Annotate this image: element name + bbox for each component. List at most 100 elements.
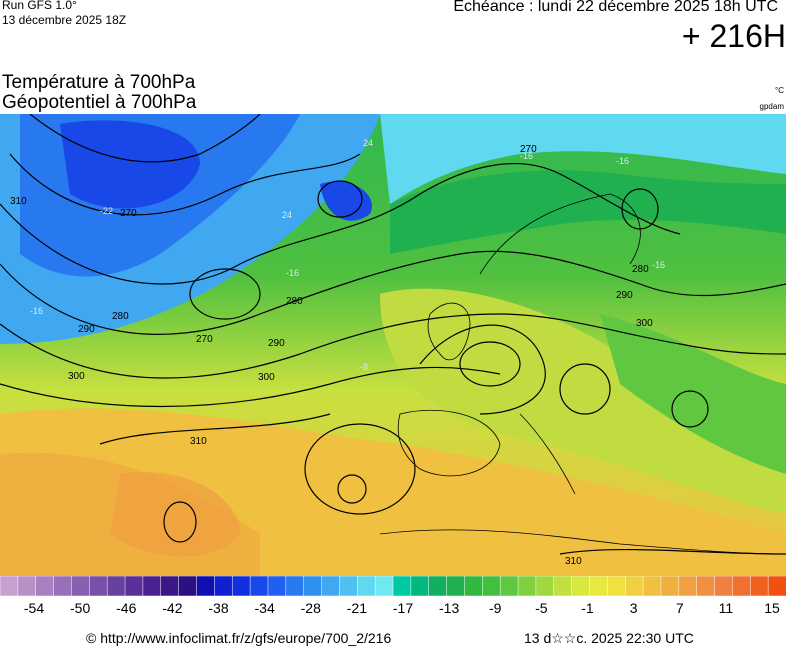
legend-tick: -42 <box>162 600 183 616</box>
legend-swatch <box>696 576 716 596</box>
legend-swatch <box>249 576 269 596</box>
legend-swatch <box>714 576 734 596</box>
legend-swatch <box>517 576 537 596</box>
legend-tick: -28 <box>300 600 321 616</box>
contour-label: 300 <box>68 371 85 382</box>
legend-swatch <box>160 576 180 596</box>
contour-label: 290 <box>616 290 633 301</box>
valid-time: Echéance : lundi 22 décembre 2025 18h UT… <box>453 0 778 15</box>
color-scale-bar <box>0 576 786 596</box>
unit-temperature: °C <box>775 86 784 95</box>
coastline-italy <box>519 413 576 495</box>
coastline-britain <box>427 302 471 361</box>
legend-swatch <box>106 576 126 596</box>
contour-label: 300 <box>636 318 653 329</box>
warm-core-atlantic <box>110 472 240 557</box>
legend-tick: -54 <box>23 600 45 616</box>
source-url: © http://www.infoclimat.fr/z/gfs/europe/… <box>86 630 392 646</box>
map-title-temperature: Température à 700hPa <box>2 72 196 93</box>
cold-core-greenland <box>60 120 200 209</box>
green-region-east <box>600 314 786 474</box>
legend-swatch <box>482 576 501 596</box>
weather-map: 270 280 290 300 310 270 280 290 300 310 … <box>0 114 786 576</box>
isotherm-label: -16 <box>652 260 665 270</box>
legend-swatch <box>767 576 786 596</box>
unit-geopotential: gpdam <box>759 102 784 111</box>
legend-tick: -21 <box>346 600 367 616</box>
legend-swatch <box>339 576 359 596</box>
legend-tick: 7 <box>675 600 684 616</box>
legend-swatch <box>642 576 662 596</box>
legend-swatch <box>589 576 609 596</box>
legend-tick: 11 <box>718 600 734 616</box>
legend-swatch <box>53 576 73 596</box>
legend-swatch <box>392 576 412 596</box>
legend-swatch <box>446 576 466 596</box>
contour-label: 310 <box>190 436 207 447</box>
contour-label: 310 <box>565 556 582 567</box>
isotherm-label: -8 <box>360 362 368 372</box>
isotherm-label: 24 <box>282 210 292 220</box>
run-date: 13 décembre 2025 18Z <box>2 13 127 27</box>
contour-label: 300 <box>258 372 275 383</box>
map-title-geopotential: Géopotentiel à 700hPa <box>2 92 197 113</box>
isotherm-labels: 24 24 -16 -16 -16 -22 -16 -8 -16 <box>30 138 665 372</box>
legend-tick: 15 <box>764 600 780 616</box>
contour-label: 270 <box>120 208 137 219</box>
contour-label: 270 <box>520 144 537 155</box>
legend-tick: -38 <box>208 600 229 616</box>
legend-swatch <box>214 576 233 596</box>
forecast-lead: + 216H <box>681 18 786 54</box>
isotherm-label: -16 <box>520 151 533 161</box>
legend-swatch <box>607 576 626 596</box>
legend-swatch <box>357 576 376 596</box>
legend-swatch <box>624 576 644 596</box>
legend-tick: -34 <box>254 600 275 616</box>
legend-tick: -1 <box>581 600 594 616</box>
legend-swatch <box>71 576 91 596</box>
legend-swatch <box>285 576 305 596</box>
contour-label: 310 <box>10 196 27 207</box>
legend-swatch <box>89 576 108 596</box>
legend-swatch <box>750 576 769 596</box>
cold-band-scandinavia <box>390 170 786 254</box>
legend-swatch <box>732 576 752 596</box>
legend-swatch <box>0 576 19 596</box>
contour-label: 280 <box>632 264 649 275</box>
contour-labels: 270 280 290 300 310 270 280 290 300 310 … <box>10 144 653 567</box>
legend-swatch <box>660 576 680 596</box>
contour-label: 290 <box>78 324 95 335</box>
legend-tick: -5 <box>535 600 548 616</box>
legend-tick: -50 <box>70 600 91 616</box>
contour-label: 280 <box>112 311 129 322</box>
coastline-iberia <box>397 409 501 477</box>
coastline-scandinavia <box>479 193 641 275</box>
contour-label: 290 <box>268 338 285 349</box>
isotherm-label: 24 <box>363 138 373 148</box>
legend-swatch <box>267 576 287 596</box>
legend-swatch <box>374 576 394 596</box>
legend-swatch <box>321 576 341 596</box>
legend-swatch <box>410 576 430 596</box>
generation-time: 13 d☆☆c. 2025 22:30 UTC <box>524 630 694 646</box>
legend-swatch <box>464 576 484 596</box>
legend-tick: -17 <box>392 600 414 616</box>
legend-swatch <box>535 576 555 596</box>
color-scale-ticks: -54 -50 -46 -42 -38 -34 -28 -21 -17 -13 -9 -5 -1 3 7 11… <box>0 600 786 618</box>
legend-swatch <box>553 576 573 596</box>
isotherm-label: -16 <box>286 268 299 278</box>
legend-tick: -9 <box>489 600 502 616</box>
contour-label: 280 <box>286 296 303 307</box>
isotherm-label: -16 <box>616 156 629 166</box>
contour-label: 270 <box>196 334 213 345</box>
legend-swatch <box>303 576 323 596</box>
legend-tick: -46 <box>116 600 137 616</box>
geopotential-contours <box>0 114 786 555</box>
legend-swatch <box>499 576 519 596</box>
cold-region-arctic <box>380 114 786 204</box>
legend-swatch <box>17 576 37 596</box>
legend-swatch <box>678 576 698 596</box>
legend-tick: 3 <box>629 600 638 616</box>
cold-core-iceland <box>320 181 372 221</box>
run-label: Run GFS 1.0° <box>2 0 77 12</box>
